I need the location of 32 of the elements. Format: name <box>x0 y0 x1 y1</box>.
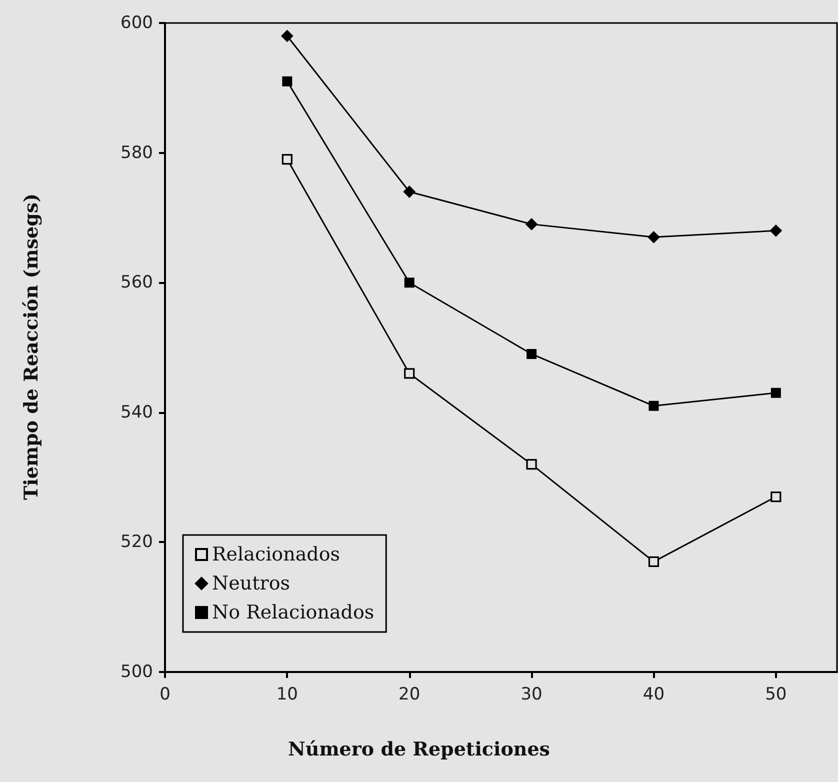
point <box>770 491 782 502</box>
x-tick-label: 30 <box>520 684 542 704</box>
x-tick-label: 20 <box>398 684 420 704</box>
y-axis-title: Tiempo de Reacción (msegs) <box>20 193 42 500</box>
point <box>282 76 292 86</box>
point <box>526 348 537 359</box>
point <box>526 218 538 230</box>
point <box>404 368 415 379</box>
legend-label: No Relacionados <box>212 602 374 624</box>
point <box>648 556 660 567</box>
point <box>281 30 294 42</box>
legend-label: Relacionados <box>212 544 340 566</box>
point <box>648 400 659 411</box>
y-tick-label: 540 <box>120 402 153 422</box>
point <box>770 224 782 237</box>
y-tick-label: 600 <box>120 13 153 33</box>
x-axis-title: Número de Repeticiones <box>288 738 550 760</box>
y-tick-label: 560 <box>120 272 153 293</box>
point <box>282 154 292 165</box>
point <box>526 459 537 470</box>
x-tick-label: 10 <box>276 684 298 704</box>
x-tick-label: 0 <box>160 684 170 704</box>
legend-label: Neutros <box>212 572 290 594</box>
y-tick-label: 580 <box>120 142 153 163</box>
y-tick-label: 500 <box>120 662 153 682</box>
x-tick-label: 40 <box>642 684 665 704</box>
point <box>648 231 660 244</box>
point <box>404 278 414 288</box>
y-tick-label: 520 <box>120 532 153 552</box>
point <box>770 388 781 398</box>
x-tick-label: 50 <box>765 684 787 704</box>
point <box>403 186 416 198</box>
